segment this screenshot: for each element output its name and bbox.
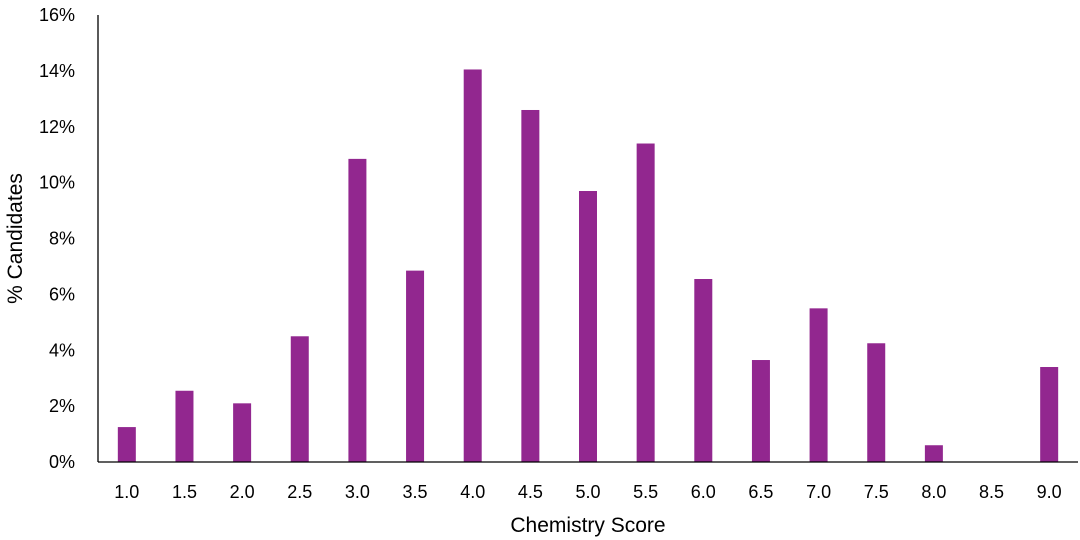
- y-tick-label: 0%: [49, 452, 75, 472]
- x-tick-label: 2.0: [230, 482, 255, 502]
- x-tick-label: 6.0: [691, 482, 716, 502]
- bar: [867, 343, 886, 462]
- x-tick-label: 8.0: [921, 482, 946, 502]
- y-tick-label: 16%: [39, 5, 75, 25]
- x-tick-label: 6.5: [748, 482, 773, 502]
- y-tick-labels: 0% 2% 4% 6% 8% 10% 12% 14% 16%: [39, 5, 75, 472]
- x-tick-label: 8.5: [979, 482, 1004, 502]
- x-tick-label: 4.0: [460, 482, 485, 502]
- x-tick-labels: 1.0 1.5 2.0 2.5 3.0 3.5 4.0 4.5 5.0 5.5 6.0 6.5 7.0 7…: [114, 482, 1061, 502]
- bar: [694, 279, 713, 462]
- x-tick-label: 5.5: [633, 482, 658, 502]
- y-tick-label: 4%: [49, 340, 75, 360]
- x-tick-label: 9.0: [1037, 482, 1062, 502]
- y-tick-label: 10%: [39, 173, 75, 193]
- y-tick-label: 14%: [39, 61, 75, 81]
- x-tick-label: 7.0: [806, 482, 831, 502]
- y-tick-label: 8%: [49, 229, 75, 249]
- y-tick-label: 12%: [39, 117, 75, 137]
- bar: [348, 158, 367, 463]
- x-tick-label: 4.5: [518, 482, 543, 502]
- y-tick-label: 6%: [49, 284, 75, 304]
- bar: [579, 191, 597, 462]
- y-tick-label: 2%: [49, 396, 75, 416]
- bar: [233, 403, 252, 462]
- x-tick-label: 7.5: [864, 482, 889, 502]
- bar: [117, 427, 136, 462]
- x-axis-title: Chemistry Score: [510, 514, 665, 537]
- bars-group: [117, 69, 1059, 463]
- x-tick-label: 1.0: [114, 482, 139, 502]
- bar: [636, 143, 655, 462]
- bar: [175, 390, 194, 462]
- bar: [463, 69, 482, 463]
- y-axis-title: % Candidates: [4, 173, 27, 304]
- bar: [751, 360, 770, 462]
- bar: [809, 308, 828, 462]
- x-tick-label: 3.0: [345, 482, 370, 502]
- x-tick-label: 5.0: [575, 482, 600, 502]
- x-tick-label: 1.5: [172, 482, 197, 502]
- bar: [521, 109, 540, 463]
- bar: [1040, 367, 1059, 462]
- x-tick-label: 3.5: [403, 482, 428, 502]
- bar: [406, 270, 425, 462]
- x-tick-label: 2.5: [287, 482, 312, 502]
- bar: [924, 445, 943, 462]
- bar: [290, 336, 309, 462]
